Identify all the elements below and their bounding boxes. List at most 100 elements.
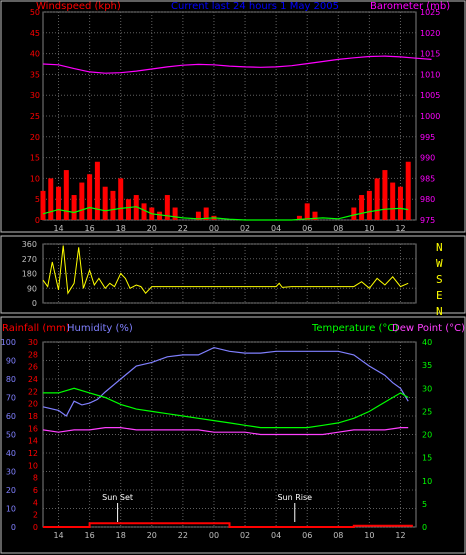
rain-tick-label: 30 xyxy=(28,338,38,347)
humidity-line xyxy=(42,346,409,417)
annotation-label: Sun Set xyxy=(102,493,133,502)
direction-tick-label: 0 xyxy=(32,299,37,308)
temperature-tick-labels: 0 5 10 15 20 25 30 35 40 xyxy=(422,338,432,532)
left-tick-labels: 0 5 10 15 20 25 30 35 40 45 50 xyxy=(30,8,40,225)
right-tick-label: 1020 xyxy=(420,29,440,38)
rain-tick-label: 14 xyxy=(28,437,38,446)
rain-tick-label: 16 xyxy=(28,424,38,433)
x-tick-label: 04 xyxy=(271,224,281,233)
humidity-tick-label: 20 xyxy=(6,486,16,495)
dewpoint-label: Dew Point (°C) xyxy=(392,323,465,334)
left-tick-label: 5 xyxy=(35,195,40,204)
left-tick-label: 0 xyxy=(35,216,40,225)
wind-gust-bar xyxy=(141,203,147,220)
rain-tick-label: 2 xyxy=(33,511,38,520)
right-tick-label: 1010 xyxy=(420,70,440,79)
humidity-tick-label: 30 xyxy=(6,468,16,477)
temperature-tick-label: 20 xyxy=(422,431,432,440)
wind-gust-bar xyxy=(164,195,170,220)
x-tick-label: 00 xyxy=(209,224,219,233)
panel-frame xyxy=(0,235,466,314)
rain-tick-label: 22 xyxy=(28,387,38,396)
compass-label: E xyxy=(436,289,443,302)
direction-tick-label: 360 xyxy=(22,240,37,249)
right-tick-label: 1000 xyxy=(420,112,440,121)
wind-gust-bar xyxy=(351,207,357,220)
wind-gust-bar xyxy=(94,161,100,220)
barometer-line xyxy=(42,55,432,74)
temperature-tick-label: 25 xyxy=(422,407,432,416)
right-tick-label: 975 xyxy=(420,216,435,225)
rain-tick-label: 18 xyxy=(28,412,38,421)
left-tick-label: 50 xyxy=(30,8,40,17)
right-tick-label: 995 xyxy=(420,133,435,142)
temperature-tick-label: 40 xyxy=(422,338,432,347)
right-tick-label: 985 xyxy=(420,174,435,183)
compass-label: W xyxy=(436,257,443,270)
direction-tick-label: 90 xyxy=(27,284,37,293)
x-tick-label: 20 xyxy=(147,224,157,233)
x-tick-label: 04 xyxy=(271,531,281,540)
wind-gust-bar xyxy=(312,211,318,220)
wind-gust-bar xyxy=(71,195,77,220)
wind-gust-bar xyxy=(405,161,411,220)
rain-tick-label: 8 xyxy=(33,474,38,483)
wind-gust-bar xyxy=(102,186,108,220)
right-tick-label: 1015 xyxy=(420,50,440,59)
x-tick-label: 06 xyxy=(302,224,312,233)
wind-gust-bar xyxy=(110,190,116,220)
x-tick-label: 02 xyxy=(240,224,250,233)
x-tick-label: 20 xyxy=(147,531,157,540)
series-layer xyxy=(42,346,413,528)
panel-frame xyxy=(0,0,466,233)
wind-gust-bar xyxy=(397,186,403,220)
x-tick-label: 14 xyxy=(53,224,63,233)
left-tick-label: 20 xyxy=(30,133,40,142)
wind-gust-bar xyxy=(374,178,380,220)
series-layer xyxy=(42,245,409,295)
x-tick-label: 00 xyxy=(209,531,219,540)
x-tick-label: 18 xyxy=(116,224,126,233)
humidity-tick-label: 90 xyxy=(6,357,16,366)
right-tick-labels: 975 980 985 990 995 1000 1005 1010 1015 1020 1025 xyxy=(420,8,440,225)
left-tick-label: 25 xyxy=(30,112,40,121)
rain-tick-label: 26 xyxy=(28,363,38,372)
right-tick-label: 990 xyxy=(420,154,435,163)
humidity-tick-label: 70 xyxy=(6,394,16,403)
rain-tick-label: 10 xyxy=(28,461,38,470)
wind-gust-bar xyxy=(87,174,93,220)
temperature-tick-label: 15 xyxy=(422,454,432,463)
compass-label: S xyxy=(436,273,443,286)
wind-gust-bar xyxy=(382,170,388,220)
rainfall-line xyxy=(43,522,413,528)
humidity-label: Humidity (%) xyxy=(67,323,133,334)
gridlines xyxy=(43,243,416,304)
left-tick-label: 40 xyxy=(30,50,40,59)
x-tick-label: 08 xyxy=(333,224,343,233)
x-tick-label: 14 xyxy=(53,531,63,540)
x-tick-labels: 14 16 18 20 22 00 02 04 06 08 10 12 xyxy=(53,224,405,233)
annotations: Sun Set Sun Rise xyxy=(102,493,312,522)
wind-gust-bar xyxy=(359,195,365,220)
x-tick-labels: 14 16 18 20 22 00 02 04 06 08 10 12 xyxy=(53,531,405,540)
left-tick-label: 15 xyxy=(30,154,40,163)
x-tick-label: 02 xyxy=(240,531,250,540)
right-tick-label: 1025 xyxy=(420,8,440,17)
x-tick-label: 08 xyxy=(333,531,343,540)
right-axis-label: Barometer (mb) xyxy=(370,1,450,12)
x-tick-label: 16 xyxy=(85,531,95,540)
wind-gust-bar xyxy=(195,211,201,220)
direction-tick-label: 180 xyxy=(22,270,37,279)
temperature-tick-label: 0 xyxy=(422,523,427,532)
panel-frame xyxy=(0,316,466,554)
wind-gust-bar xyxy=(125,199,131,220)
humidity-tick-label: 60 xyxy=(6,412,16,421)
left-tick-label: 10 xyxy=(30,174,40,183)
humidity-tick-label: 100 xyxy=(1,338,16,347)
temperature-line xyxy=(43,387,409,429)
wind-gust-bar xyxy=(304,203,310,220)
humidity-tick-labels: 0 10 20 30 40 50 60 70 80 90 100 xyxy=(1,338,16,532)
temperature-label: Temperature (°C) xyxy=(311,323,398,334)
temperature-tick-label: 10 xyxy=(422,477,432,486)
